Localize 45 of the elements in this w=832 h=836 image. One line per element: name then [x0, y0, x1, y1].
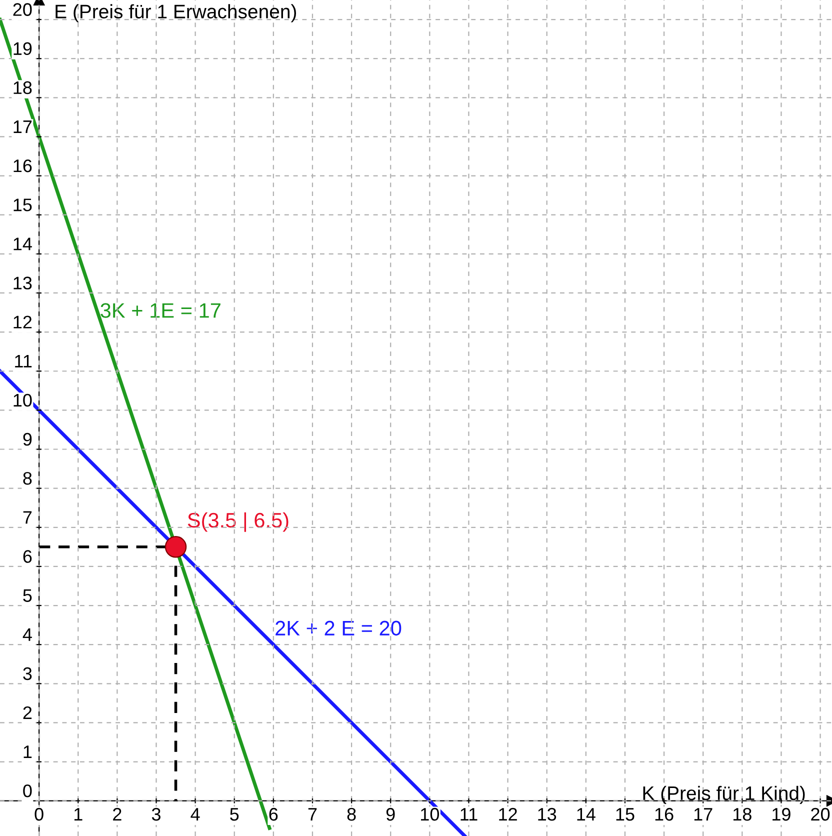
y-tick-label: 2	[23, 706, 32, 719]
x-axis-title: K (Preis für 1 Kind)	[643, 786, 805, 804]
x-tick-label: 5	[230, 808, 239, 821]
y-tick-label: 16	[14, 159, 32, 172]
y-tick-label: 0	[23, 784, 32, 798]
y-tick-label: 7	[23, 511, 32, 524]
y-tick-label: 10	[14, 394, 32, 407]
x-tick-label: 19	[772, 808, 790, 821]
x-tick-label: 18	[733, 808, 752, 821]
y-tick-label: 3	[23, 667, 32, 680]
y-tick-label: 5	[23, 589, 32, 602]
x-tick-label: 15	[616, 808, 634, 821]
x-tick-label: 7	[308, 808, 317, 821]
x-tick-label: 6	[269, 808, 278, 821]
y-tick-label: 19	[14, 42, 32, 56]
y-tick-label: 9	[23, 432, 32, 446]
y-tick-label: 6	[23, 550, 32, 563]
y-tick-label: 20	[13, 3, 32, 16]
x-tick-label: 12	[499, 808, 517, 821]
x-tick-label: 2	[113, 808, 122, 821]
x-tick-label: 9	[386, 808, 395, 821]
y-tick-label: 11	[15, 354, 32, 368]
x-tick-label: 14	[577, 808, 596, 821]
x-tick-label: 0	[34, 808, 44, 821]
x-tick-label: 4	[190, 808, 200, 821]
x-tick-label: 17	[694, 808, 712, 821]
y-tick-label: 14	[14, 238, 32, 250]
x-tick-label: 20	[811, 808, 830, 821]
x-tick-label: 10	[421, 808, 440, 821]
x-tick-label: 16	[655, 808, 674, 821]
y-tick-label: 1	[24, 746, 32, 758]
y-tick-label: 12	[14, 316, 32, 328]
x-tick-label: 8	[347, 808, 356, 821]
y-tick-label: 8	[23, 472, 32, 485]
y-tick-label: 13	[14, 276, 32, 290]
x-tick-label: 11	[460, 808, 478, 821]
x-tick-label: 1	[74, 808, 82, 821]
series-label: 3K + 1E = 17	[100, 303, 220, 318]
y-tick-label: 18	[14, 81, 32, 94]
x-tick-label: 3	[152, 808, 160, 821]
y-tick-label: 15	[14, 198, 32, 212]
y-tick-label: 4	[22, 628, 32, 641]
y-axis-title: E (Preis für 1 Erwachsenen)	[56, 4, 296, 22]
y-tick-label: 17	[14, 120, 32, 133]
x-tick-label: 13	[538, 808, 556, 821]
